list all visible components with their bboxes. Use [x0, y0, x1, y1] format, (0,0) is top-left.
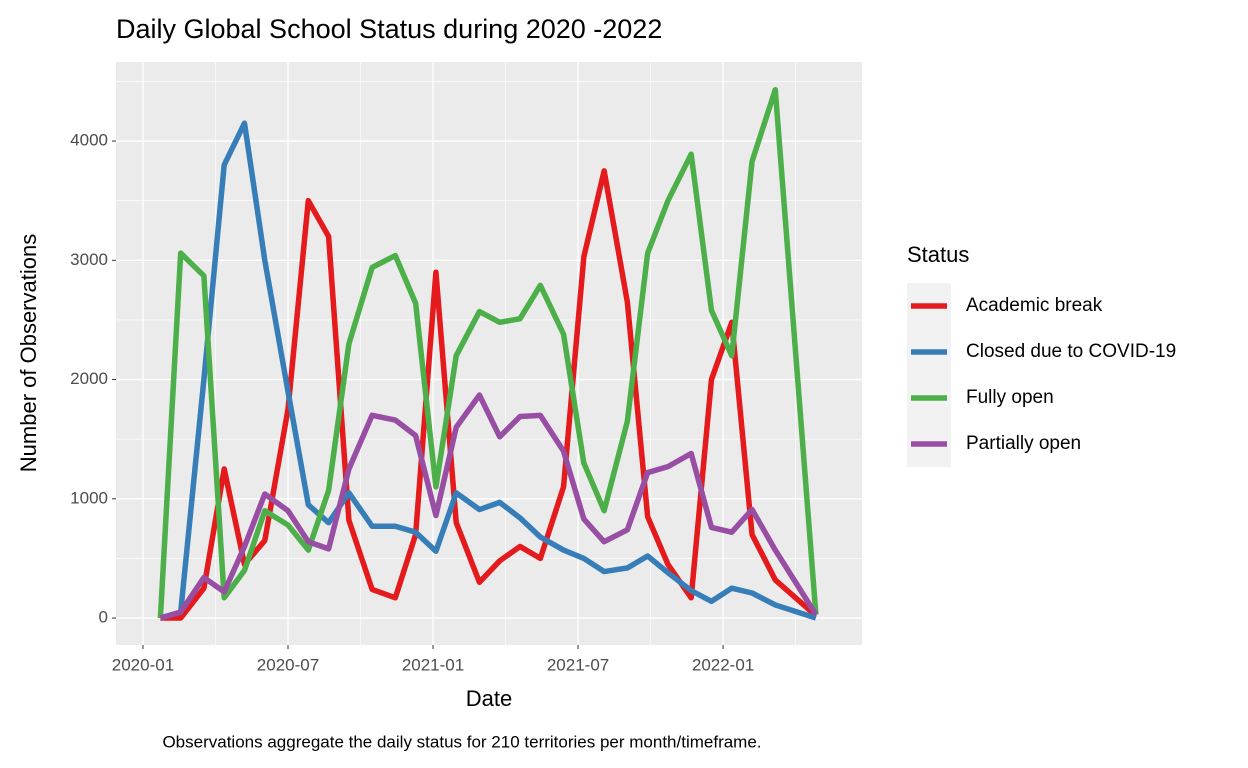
legend-title: Status — [907, 242, 969, 267]
x-tick-label: 2021-07 — [547, 655, 609, 674]
caption: Observations aggregate the daily status … — [162, 732, 761, 751]
y-axis-label: Number of Observations — [16, 234, 41, 472]
chart-title: Daily Global School Status during 2020 -… — [116, 14, 662, 44]
y-tick-label: 1000 — [70, 488, 108, 507]
legend-label: Academic break — [966, 295, 1103, 316]
x-tick-label: 2020-01 — [112, 655, 174, 674]
y-tick-label: 4000 — [70, 131, 108, 150]
x-tick-label: 2022-01 — [692, 655, 754, 674]
legend-label: Partially open — [966, 433, 1081, 454]
series-line — [159, 392, 819, 621]
series-line — [157, 87, 819, 619]
plot-panel — [116, 62, 862, 645]
series-line — [160, 168, 818, 621]
y-tick-label: 0 — [99, 608, 108, 627]
x-tick-label: 2021-01 — [402, 655, 464, 674]
legend-label: Fully open — [966, 387, 1054, 408]
x-axis-label: Date — [466, 686, 512, 711]
y-tick-label: 2000 — [70, 369, 108, 388]
legend-label: Closed due to COVID-19 — [966, 341, 1176, 362]
series-line — [159, 120, 817, 621]
x-tick-label: 2020-07 — [257, 655, 319, 674]
y-tick-label: 3000 — [70, 250, 108, 269]
